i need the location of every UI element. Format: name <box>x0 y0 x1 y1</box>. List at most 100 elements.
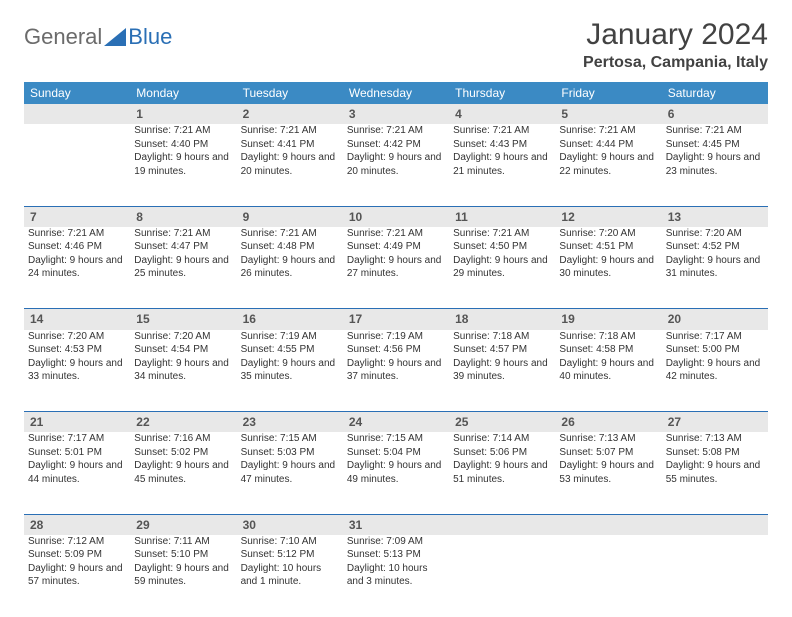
day-cell: Sunrise: 7:19 AMSunset: 4:55 PMDaylight:… <box>237 330 343 412</box>
logo: General Blue <box>24 18 172 50</box>
sunset-line: Sunset: 4:58 PM <box>559 343 657 357</box>
day-number: 25 <box>449 412 555 433</box>
sunrise-line: Sunrise: 7:21 AM <box>241 124 339 138</box>
daynum-row: 123456 <box>24 104 768 124</box>
calendar-body: 123456Sunrise: 7:21 AMSunset: 4:40 PMDay… <box>24 104 768 617</box>
day-header: Friday <box>555 82 661 104</box>
sunset-line: Sunset: 4:50 PM <box>453 240 551 254</box>
day-number: 8 <box>130 206 236 227</box>
day-header: Saturday <box>662 82 768 104</box>
sunset-line: Sunset: 4:48 PM <box>241 240 339 254</box>
day-cell: Sunrise: 7:21 AMSunset: 4:48 PMDaylight:… <box>237 227 343 309</box>
daylight-line: Daylight: 9 hours and 21 minutes. <box>453 151 551 178</box>
daylight-line: Daylight: 9 hours and 25 minutes. <box>134 254 232 281</box>
sunrise-line: Sunrise: 7:18 AM <box>559 330 657 344</box>
sunset-line: Sunset: 5:09 PM <box>28 548 126 562</box>
sunrise-line: Sunrise: 7:17 AM <box>666 330 764 344</box>
day-cell: Sunrise: 7:21 AMSunset: 4:46 PMDaylight:… <box>24 227 130 309</box>
sunset-line: Sunset: 4:44 PM <box>559 138 657 152</box>
daylight-line: Daylight: 9 hours and 20 minutes. <box>241 151 339 178</box>
sunrise-line: Sunrise: 7:21 AM <box>453 124 551 138</box>
day-cell: Sunrise: 7:21 AMSunset: 4:50 PMDaylight:… <box>449 227 555 309</box>
day-number: 6 <box>662 104 768 124</box>
sunrise-line: Sunrise: 7:14 AM <box>453 432 551 446</box>
sunset-line: Sunset: 5:04 PM <box>347 446 445 460</box>
day-cell: Sunrise: 7:15 AMSunset: 5:04 PMDaylight:… <box>343 432 449 514</box>
day-cell: Sunrise: 7:21 AMSunset: 4:49 PMDaylight:… <box>343 227 449 309</box>
month-title: January 2024 <box>583 18 768 52</box>
daylight-line: Daylight: 9 hours and 55 minutes. <box>666 459 764 486</box>
daylight-line: Daylight: 9 hours and 23 minutes. <box>666 151 764 178</box>
daylight-line: Daylight: 9 hours and 57 minutes. <box>28 562 126 589</box>
daylight-line: Daylight: 9 hours and 20 minutes. <box>347 151 445 178</box>
day-number: 18 <box>449 309 555 330</box>
week-row: Sunrise: 7:20 AMSunset: 4:53 PMDaylight:… <box>24 330 768 412</box>
logo-triangle-icon <box>104 28 126 46</box>
daynum-row: 78910111213 <box>24 206 768 227</box>
day-number: 20 <box>662 309 768 330</box>
sunrise-line: Sunrise: 7:20 AM <box>28 330 126 344</box>
day-header: Wednesday <box>343 82 449 104</box>
sunrise-line: Sunrise: 7:18 AM <box>453 330 551 344</box>
sunrise-line: Sunrise: 7:21 AM <box>241 227 339 241</box>
day-cell: Sunrise: 7:21 AMSunset: 4:42 PMDaylight:… <box>343 124 449 206</box>
sunrise-line: Sunrise: 7:21 AM <box>666 124 764 138</box>
day-number: 19 <box>555 309 661 330</box>
day-number: 29 <box>130 514 236 535</box>
day-number: 10 <box>343 206 449 227</box>
day-cell: Sunrise: 7:21 AMSunset: 4:47 PMDaylight:… <box>130 227 236 309</box>
daylight-line: Daylight: 9 hours and 26 minutes. <box>241 254 339 281</box>
day-cell: Sunrise: 7:14 AMSunset: 5:06 PMDaylight:… <box>449 432 555 514</box>
daylight-line: Daylight: 9 hours and 53 minutes. <box>559 459 657 486</box>
day-number <box>449 514 555 535</box>
daylight-line: Daylight: 9 hours and 31 minutes. <box>666 254 764 281</box>
calendar-head: SundayMondayTuesdayWednesdayThursdayFrid… <box>24 82 768 104</box>
day-number: 13 <box>662 206 768 227</box>
sunset-line: Sunset: 4:51 PM <box>559 240 657 254</box>
daynum-row: 21222324252627 <box>24 412 768 433</box>
day-number <box>555 514 661 535</box>
sunrise-line: Sunrise: 7:17 AM <box>28 432 126 446</box>
week-row: Sunrise: 7:21 AMSunset: 4:46 PMDaylight:… <box>24 227 768 309</box>
daylight-line: Daylight: 9 hours and 42 minutes. <box>666 357 764 384</box>
day-number: 28 <box>24 514 130 535</box>
title-block: January 2024 Pertosa, Campania, Italy <box>583 18 768 72</box>
day-number: 27 <box>662 412 768 433</box>
sunrise-line: Sunrise: 7:21 AM <box>559 124 657 138</box>
day-cell: Sunrise: 7:19 AMSunset: 4:56 PMDaylight:… <box>343 330 449 412</box>
day-header: Tuesday <box>237 82 343 104</box>
daylight-line: Daylight: 9 hours and 49 minutes. <box>347 459 445 486</box>
day-cell: Sunrise: 7:20 AMSunset: 4:52 PMDaylight:… <box>662 227 768 309</box>
day-cell: Sunrise: 7:21 AMSunset: 4:45 PMDaylight:… <box>662 124 768 206</box>
day-header: Sunday <box>24 82 130 104</box>
daylight-line: Daylight: 9 hours and 30 minutes. <box>559 254 657 281</box>
daylight-line: Daylight: 9 hours and 44 minutes. <box>28 459 126 486</box>
day-header: Thursday <box>449 82 555 104</box>
sunset-line: Sunset: 4:56 PM <box>347 343 445 357</box>
day-cell <box>555 535 661 617</box>
location: Pertosa, Campania, Italy <box>583 54 768 72</box>
day-number: 7 <box>24 206 130 227</box>
daylight-line: Daylight: 9 hours and 47 minutes. <box>241 459 339 486</box>
day-number: 15 <box>130 309 236 330</box>
day-cell: Sunrise: 7:20 AMSunset: 4:53 PMDaylight:… <box>24 330 130 412</box>
day-number <box>662 514 768 535</box>
sunset-line: Sunset: 4:43 PM <box>453 138 551 152</box>
daylight-line: Daylight: 9 hours and 34 minutes. <box>134 357 232 384</box>
sunrise-line: Sunrise: 7:20 AM <box>666 227 764 241</box>
day-number: 30 <box>237 514 343 535</box>
daylight-line: Daylight: 9 hours and 27 minutes. <box>347 254 445 281</box>
sunrise-line: Sunrise: 7:15 AM <box>241 432 339 446</box>
sunset-line: Sunset: 5:00 PM <box>666 343 764 357</box>
sunrise-line: Sunrise: 7:21 AM <box>28 227 126 241</box>
sunrise-line: Sunrise: 7:09 AM <box>347 535 445 549</box>
sunset-line: Sunset: 4:55 PM <box>241 343 339 357</box>
day-cell: Sunrise: 7:12 AMSunset: 5:09 PMDaylight:… <box>24 535 130 617</box>
sunset-line: Sunset: 5:06 PM <box>453 446 551 460</box>
daylight-line: Daylight: 9 hours and 33 minutes. <box>28 357 126 384</box>
daylight-line: Daylight: 9 hours and 35 minutes. <box>241 357 339 384</box>
day-number: 22 <box>130 412 236 433</box>
day-number: 26 <box>555 412 661 433</box>
sunrise-line: Sunrise: 7:20 AM <box>559 227 657 241</box>
sunset-line: Sunset: 4:53 PM <box>28 343 126 357</box>
